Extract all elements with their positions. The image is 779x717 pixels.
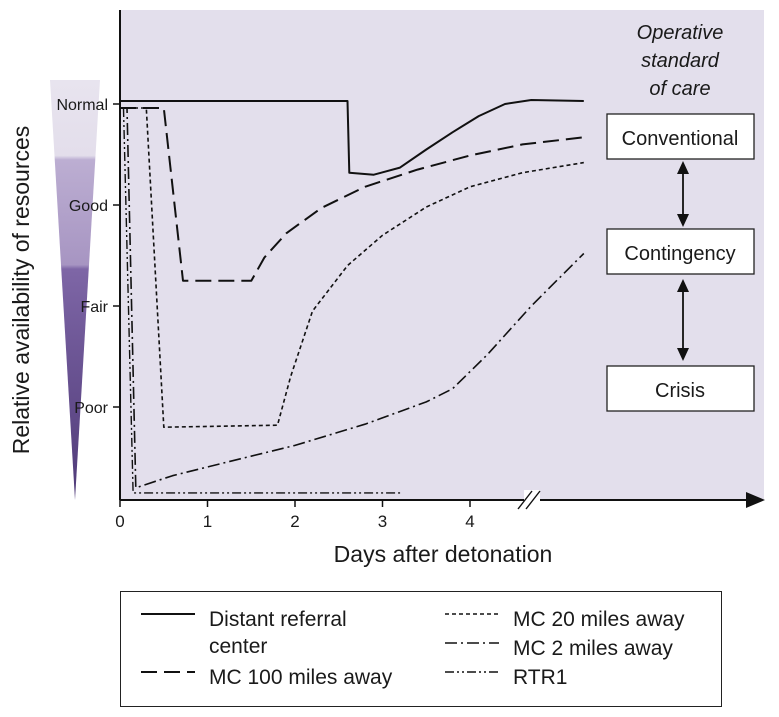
legend-item-mc-2: MC 2 miles away xyxy=(443,635,673,662)
x-axis-label: Days after detonation xyxy=(334,541,553,567)
legend: Distant referral center MC 100 miles awa… xyxy=(120,591,722,707)
legend-item-mc-100: MC 100 miles away xyxy=(139,664,392,691)
care-arrowhead-2-up xyxy=(677,279,689,292)
care-level-conventional: Conventional xyxy=(622,128,739,150)
series-line-1 xyxy=(120,99,584,176)
y-axis-label: Relative availability of resources xyxy=(8,126,34,455)
legend-label-mc-20: MC 20 miles away xyxy=(513,608,685,631)
care-title-line-3: of care xyxy=(649,78,710,100)
legend-swatch-short-dash xyxy=(445,613,499,615)
legend-label-mc-100: MC 100 miles away xyxy=(209,666,393,689)
series-group xyxy=(120,99,585,494)
care-box-crisis xyxy=(606,365,755,412)
series-line-5 xyxy=(122,107,402,494)
care-box-conventional xyxy=(606,113,755,160)
axis-break-mark-right xyxy=(525,490,541,510)
legend-swatch-solid xyxy=(141,613,195,615)
x-tick-group: 0 1 2 3 4 xyxy=(115,500,475,531)
legend-item-mc-20: MC 20 miles away xyxy=(443,606,685,633)
x-tick-label-1: 1 xyxy=(203,512,212,531)
care-arrowhead-2-down xyxy=(677,348,689,361)
series-line-2 xyxy=(120,107,584,282)
care-arrowhead-1-down xyxy=(677,214,689,227)
y-tick-label-normal: Normal xyxy=(56,97,108,114)
care-box-contingency xyxy=(606,228,755,275)
legend-swatch-dash-dot xyxy=(445,642,499,644)
x-tick-label-3: 3 xyxy=(378,512,387,531)
y-tick-group: Poor Fair Good Normal xyxy=(56,97,120,417)
x-tick-label-4: 4 xyxy=(465,512,474,531)
x-axis-arrowhead xyxy=(746,492,765,508)
series-line-3 xyxy=(120,107,584,428)
chart: Poor Fair Good Normal 0 1 2 3 4 Relative availa… xyxy=(8,10,765,567)
series-line-4 xyxy=(120,107,585,489)
legend-label-mc-2: MC 2 miles away xyxy=(513,637,673,660)
care-level-crisis: Crisis xyxy=(655,380,705,402)
legend-item-rtr1: RTR1 xyxy=(443,664,567,691)
resource-scale-wedge xyxy=(50,80,100,500)
axis-break-gap xyxy=(524,490,540,510)
x-tick-label-2: 2 xyxy=(290,512,299,531)
legend-swatch-dash-dot-dot xyxy=(445,671,499,673)
y-tick-label-good: Good xyxy=(69,198,108,215)
x-tick-label-0: 0 xyxy=(115,512,124,531)
y-tick-label-poor: Poor xyxy=(74,400,108,417)
care-title-line-2: standard xyxy=(641,50,720,72)
legend-label-rtr1: RTR1 xyxy=(513,666,568,689)
legend-item-distant-referral: Distant referral center xyxy=(139,606,379,660)
y-tick-label-fair: Fair xyxy=(80,299,108,316)
care-title-line-1: Operative xyxy=(637,22,724,44)
axis-break-mark-left xyxy=(517,490,533,510)
care-arrowhead-1-up xyxy=(677,161,689,174)
legend-label-distant-referral: Distant referral center xyxy=(209,608,347,658)
care-level-contingency: Contingency xyxy=(624,243,735,265)
legend-swatch-long-dash xyxy=(141,671,195,673)
